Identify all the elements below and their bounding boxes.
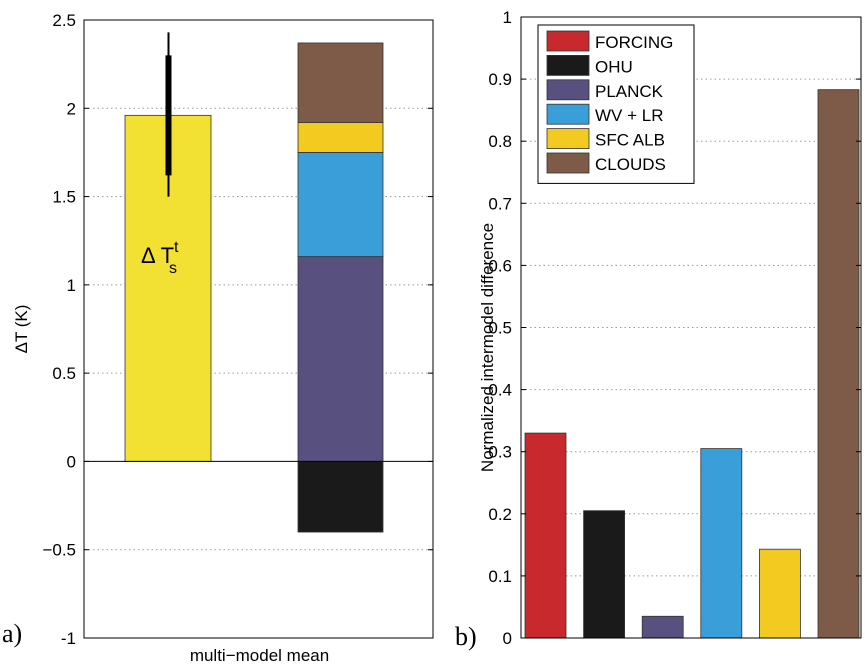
y-tick-label: 0.5 [52,364,76,383]
panel-b-chart: 0 0.1 0.2 0.3 0.4 0.5 0.6 0.7 0.8 0.9 1 FORCING OHU… [455,8,862,651]
legend-swatch-planck [546,79,590,101]
total-bar-label-superscript: t [174,239,179,256]
panel-a-y-axis-label: ΔT (K) [12,305,31,354]
y-tick-label: 0.6 [488,256,512,275]
bar-forcing [524,432,567,639]
panel-b-legend: FORCING OHU PLANCK WV + LR SFC ALB CLOUDS [537,24,695,184]
legend-label-sfc-alb: SFC ALB [595,131,665,150]
stacked-segment-clouds [297,42,384,123]
y-tick-label: 0 [503,629,512,648]
y-tick-label: 0.8 [488,132,512,151]
stacked-segment-sfc-alb [297,122,384,153]
y-tick-label: 0.7 [488,194,512,213]
legend-label-ohu: OHU [595,57,633,76]
y-tick-label: 0 [67,452,76,471]
legend-swatch-forcing [546,30,590,52]
y-tick-label: 2.5 [52,11,76,30]
panel-a-bars [124,42,384,533]
y-tick-label: 2 [67,99,76,118]
panel-a-total-bar-label: Δ T [141,243,174,268]
y-tick-label: -1 [61,629,76,648]
stacked-segment-wv-lr [297,152,384,258]
y-tick-label: 0.5 [488,319,512,338]
stacked-segment-ohu [297,461,384,533]
panel-b-label: b) [455,622,477,651]
legend-swatch-wv-lr [546,103,590,125]
panel-a-y-ticks: -1 −0.5 0 0.5 1 1.5 2 2.5 [42,11,433,648]
legend-label-planck: PLANCK [595,82,664,101]
bar-clouds [817,89,860,639]
y-tick-label: 0.2 [488,505,512,524]
panel-b-bars [524,89,860,639]
y-tick-label: 1 [67,276,76,295]
y-tick-label: −0.5 [42,541,76,560]
total-bar-label-subscript: s [169,260,177,277]
y-tick-label: 0.4 [488,381,512,400]
legend-swatch-ohu [546,55,590,76]
y-tick-label: 0.9 [488,70,512,89]
panel-a-chart: -1 −0.5 0 0.5 1 1.5 2 2.5 Δ T t s ΔT (K) multi−… [2,11,434,665]
legend-swatch-clouds [546,152,590,174]
bar-wv-lr [700,448,743,639]
panel-a-label: a) [2,619,22,648]
total-bar-label-main: Δ T [141,243,174,268]
y-tick-label: 0.3 [488,443,512,462]
panel-b-y-axis-label: Normalized intermodel difference [478,223,497,472]
panel-a-axes-frame [83,19,434,639]
legend-label-clouds: CLOUDS [595,155,666,174]
panel-a-x-axis-label: multi−model mean [190,646,329,665]
y-tick-label: 0.1 [488,567,512,586]
bar-planck [641,615,684,639]
y-tick-label: 1 [503,8,512,27]
legend-label-forcing: FORCING [595,33,673,52]
y-tick-label: 1.5 [52,188,76,207]
bar-sfc-alb [759,548,801,639]
stacked-segment-planck [297,256,384,462]
legend-label-wv-lr: WV + LR [595,106,664,125]
bar-ohu [583,510,625,639]
legend-swatch-sfc-alb [546,128,590,150]
panel-b-y-ticks: 0 0.1 0.2 0.3 0.4 0.5 0.6 0.7 0.8 0.9 1 [488,8,861,648]
